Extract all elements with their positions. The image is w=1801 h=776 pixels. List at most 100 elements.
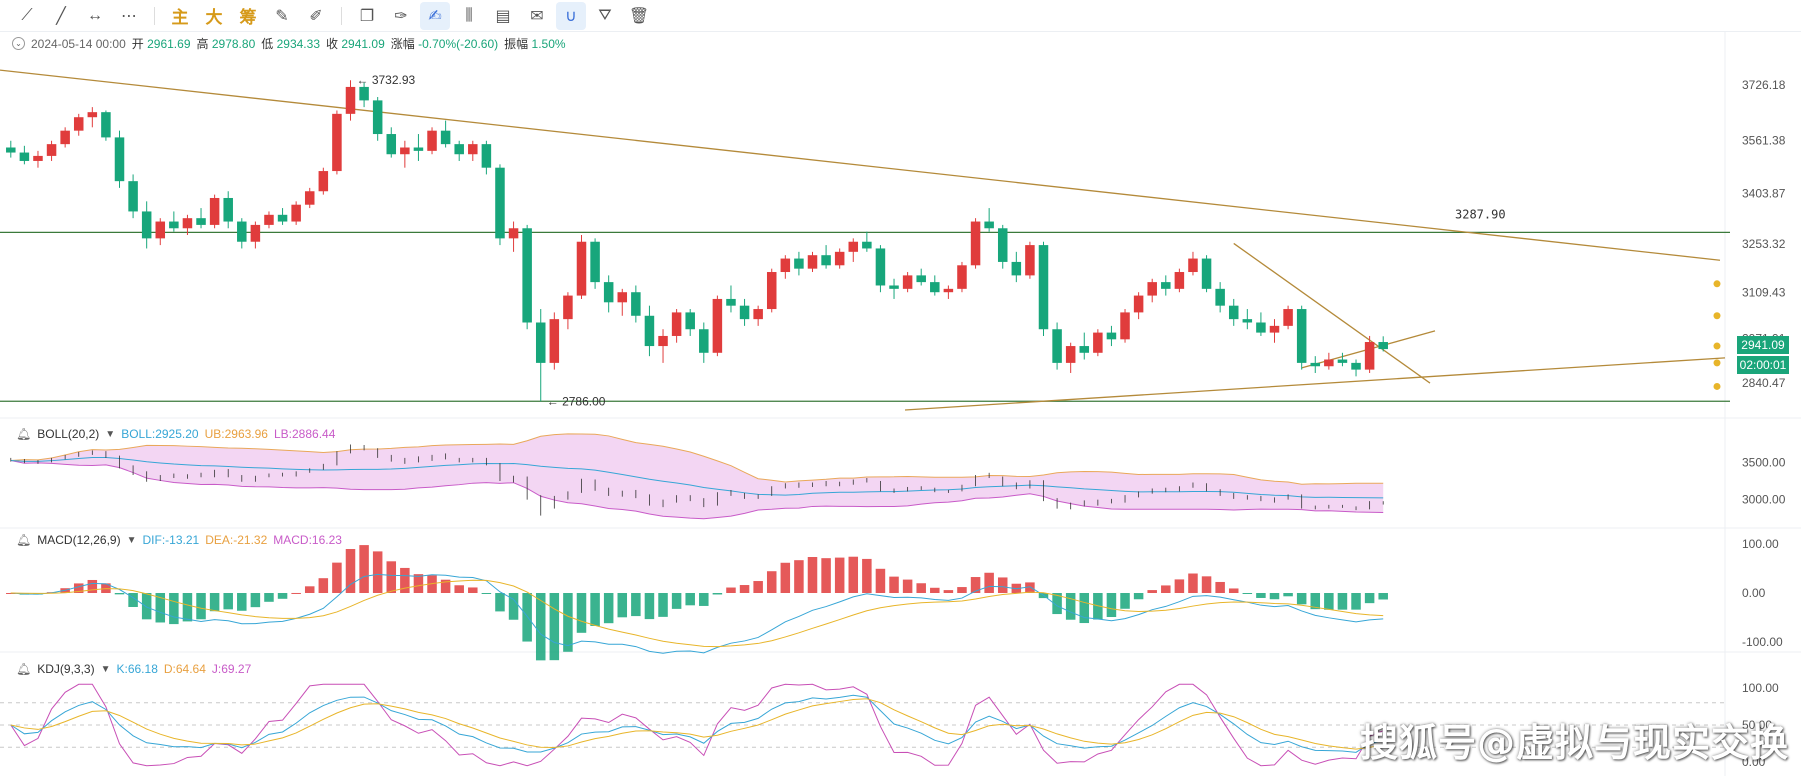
close-label: 收 — [326, 37, 339, 51]
candle-body-62 — [848, 241, 859, 252]
horizontal-measure-icon[interactable]: ↔ — [87, 6, 103, 24]
open-label: 开 — [131, 37, 144, 51]
candle-body-50 — [685, 312, 695, 330]
caret-down-icon[interactable]: ▼ — [105, 428, 116, 440]
macd-histogram-bar-92 — [1256, 593, 1266, 598]
macd-tick-label-2: -100.00 — [1742, 635, 1783, 649]
macd-histogram-bar-90 — [1228, 588, 1239, 593]
candle-body-64 — [875, 248, 886, 286]
ray-icon[interactable]: ╱ — [56, 7, 66, 25]
kdj-d-line — [10, 698, 1384, 750]
macd-histogram-bar-91 — [1242, 593, 1253, 594]
close-value: 2941.09 — [341, 37, 385, 51]
candle-body-42 — [576, 241, 587, 296]
boll-ub-value: UB:2963.96 — [204, 427, 268, 441]
magnet-icon[interactable]: ∪ — [556, 1, 586, 30]
macd-histogram-bar-73 — [997, 577, 1008, 593]
candle-body-8 — [114, 137, 125, 182]
copy-icon[interactable]: ❐ — [359, 7, 375, 25]
candle-body-68 — [930, 282, 940, 293]
macd-histogram-bar-67 — [916, 583, 926, 593]
candle-body-97 — [1324, 359, 1334, 367]
macd-histogram-bar-42 — [576, 593, 587, 633]
candle-body-40 — [549, 319, 560, 363]
clipboard-icon[interactable]: ▤ — [495, 7, 511, 25]
candle-body-10 — [141, 211, 152, 239]
highlighter-icon[interactable]: ✍ — [420, 1, 450, 30]
candle-body-96 — [1310, 362, 1321, 367]
macd-histogram-bar-6 — [87, 579, 98, 593]
trend-line-icon[interactable]: ⟋ — [21, 6, 33, 24]
macd-histogram-bar-61 — [834, 557, 845, 593]
candle-body-6 — [87, 112, 98, 118]
candle-body-24 — [332, 113, 342, 172]
candle-body-17 — [237, 221, 247, 242]
chevron-down-icon[interactable]: ⌄ — [12, 37, 25, 50]
macd-histogram-bar-8 — [114, 593, 125, 595]
macd-histogram-bar-16 — [223, 593, 233, 610]
pen-icon[interactable]: ✑ — [394, 7, 408, 25]
macd-histogram-bar-23 — [318, 578, 329, 593]
caret-down-icon[interactable]: ▼ — [100, 663, 111, 675]
drawing-toolbar: ⟋ ╱ ↔ ⋯ 主大筹 ✎ ✐ ❐ ✑ ✍ ⫼ ▤ ✉ ∪ ⛛ 🗑 — [0, 0, 1801, 32]
chart-area[interactable]: ← 3732.93 ← 2786.00 3287.90 3726.18 3561.38 3… — [0, 32, 1801, 776]
macd-histogram-bar-64 — [875, 568, 886, 593]
macd-histogram-bar-40 — [549, 593, 560, 661]
macd-histogram-bar-100 — [1364, 593, 1375, 604]
macd-histogram-bar-30 — [413, 574, 424, 593]
macd-histogram-bar-55 — [753, 581, 763, 593]
candle-body-82 — [1120, 312, 1130, 340]
candle-body-35 — [481, 144, 492, 168]
boll-lb-value: LB:2886.44 — [273, 427, 336, 441]
open-value: 2961.69 — [147, 37, 191, 51]
candle-body-0 — [6, 147, 16, 153]
macd-histogram-bar-44 — [603, 593, 614, 624]
filter-icon[interactable]: ⛛ — [598, 6, 612, 24]
candle-body-26 — [359, 86, 369, 101]
note-icon[interactable]: ✉ — [530, 7, 544, 25]
candle-body-27 — [372, 100, 383, 135]
macd-histogram-bar-56 — [766, 571, 777, 593]
toolbar-cn-button-1[interactable]: 主 — [171, 8, 189, 27]
candle-body-94 — [1283, 309, 1293, 326]
candles-icon[interactable]: ⫼ — [465, 6, 473, 24]
candle-body-31 — [427, 130, 437, 151]
macd-histogram-bar-89 — [1215, 581, 1225, 593]
candle-body-32 — [440, 130, 451, 145]
macd-histogram-bar-78 — [1065, 593, 1076, 620]
macd-histogram-bar-27 — [372, 551, 383, 593]
candle-body-61 — [834, 251, 845, 266]
candle-body-33 — [454, 144, 464, 155]
candle-body-78 — [1065, 346, 1076, 363]
candle-body-1 — [19, 152, 30, 161]
macd-histogram-bar-57 — [780, 562, 791, 593]
bell-icon[interactable]: 🔔︎ — [16, 533, 32, 547]
bell-icon[interactable]: 🔔︎ — [16, 662, 32, 676]
macd-histogram-bar-88 — [1201, 576, 1212, 593]
kdj-name: KDJ(9,3,3) — [37, 662, 95, 676]
trash-icon[interactable]: 🗑 — [628, 7, 650, 25]
macd-histogram-bar-49 — [671, 593, 682, 609]
candle-body-38 — [522, 228, 532, 323]
macd-histogram-bar-50 — [685, 593, 695, 606]
candle-body-90 — [1228, 305, 1239, 320]
candle-body-53 — [726, 298, 736, 306]
macd-dif-value: DIF:-13.21 — [142, 533, 200, 547]
more-icon[interactable]: ⋯ — [121, 7, 137, 25]
edit-icon[interactable]: ✎ — [275, 7, 289, 25]
macd-histogram-bar-5 — [73, 583, 84, 593]
macd-histogram-bar-70 — [957, 587, 967, 593]
caret-down-icon[interactable]: ▼ — [126, 534, 137, 546]
macd-histogram-bar-97 — [1324, 593, 1334, 610]
macd-histogram-bar-63 — [862, 558, 872, 593]
candle-body-57 — [780, 258, 791, 273]
toolbar-cn-button-3[interactable]: 筹 — [239, 8, 257, 27]
toolbar-cn-button-2[interactable]: 大 — [205, 8, 223, 27]
brush-icon[interactable]: ✐ — [309, 7, 323, 25]
bell-icon[interactable]: 🔔︎ — [16, 427, 32, 441]
macd-name: MACD(12,26,9) — [37, 533, 121, 547]
macd-histogram-bar-32 — [440, 579, 451, 593]
kdj-tick-label-1: 50.00 — [1742, 718, 1772, 732]
macd-histogram-bar-101 — [1378, 593, 1388, 600]
macd-histogram-bar-72 — [984, 572, 994, 593]
